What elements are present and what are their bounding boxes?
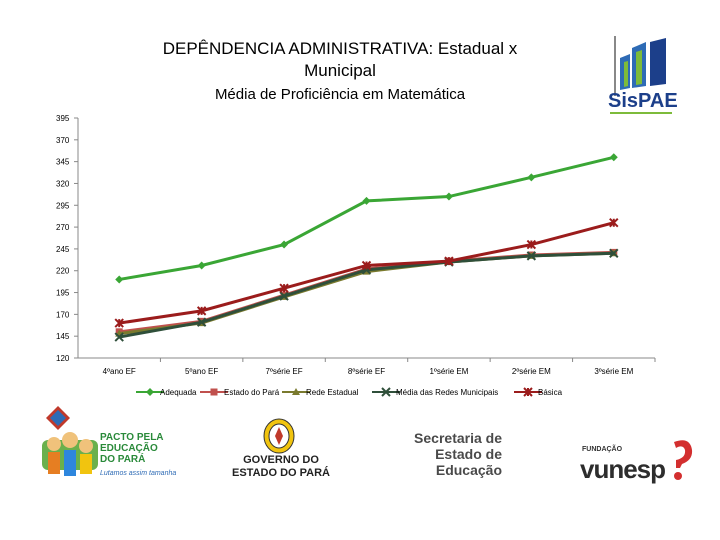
legend-adequada-label: Adequada [160, 388, 197, 397]
series-media-das-redes-municipais-point [279, 291, 289, 301]
sispae-wordmark: SisPAE [608, 90, 678, 112]
series-basica-point [279, 283, 289, 293]
legend-adequada-point [146, 388, 154, 396]
y-tick-label: 170 [56, 310, 70, 319]
chart-subtitle: Média de Proficiência em Matemática [214, 86, 466, 103]
series-media-das-redes-municipais-point [526, 251, 537, 261]
pacto-tagline: Lutamos assim tamanha [100, 470, 177, 477]
vunesp-wordmark: vunesp [580, 454, 666, 484]
x-tick-label: 2ºsérie EM [512, 367, 551, 376]
series-basica-point [114, 318, 124, 328]
series-media-das-redes-municipais-point [196, 317, 207, 327]
series-basica-point [526, 239, 537, 250]
series-adequada-point [115, 275, 124, 284]
y-tick-label: 270 [56, 223, 70, 232]
secretaria-line-2: Estado de [435, 446, 502, 462]
legend-estado-do-para-point [210, 388, 218, 396]
y-tick-label: 195 [56, 289, 70, 298]
x-tick-label: 4ºano EF [103, 367, 136, 376]
series-adequada-point [197, 261, 206, 270]
series-media-das-redes-municipais-point [609, 248, 619, 258]
secretaria-line-1: Secretaria de [414, 430, 502, 446]
series-adequada-point [444, 192, 453, 201]
legend-rede-estadual-point [292, 388, 300, 395]
y-tick-label: 145 [56, 332, 70, 341]
series-adequada-point [362, 196, 371, 205]
series-adequada-point [280, 240, 289, 249]
footer-logos: PACTO PELA EDUCAÇÃO DO PARÁ Lutamos assi… [0, 400, 720, 500]
legend-estado-do-para-label: Estado do Pará [224, 388, 280, 397]
x-tick-label: 5ºano EF [185, 367, 218, 376]
series-basica-point [609, 218, 619, 228]
x-tick-label: 8ºsérie EF [348, 367, 385, 376]
y-tick-label: 370 [56, 136, 70, 145]
y-tick-label: 345 [56, 158, 70, 167]
x-tick-label: 3ºsérie EM [594, 367, 633, 376]
pacto-line-1: PACTO PELA [100, 432, 164, 443]
chart-title: DEPÊNDENCIA ADMINISTRATIVA: Estadual x M… [162, 39, 518, 80]
series-adequada-point [527, 173, 536, 182]
governo-line-2: ESTADO DO PARÁ [232, 467, 330, 479]
legend-basica-label: Básica [538, 388, 563, 397]
series-media-das-redes-municipais-point [114, 332, 124, 342]
series-adequada-point [609, 153, 618, 162]
pacto-line-3: DO PARÁ [100, 454, 146, 465]
line-chart: 120 145 170 195 220 245 270 295 320 345 370 395 4ºan… [56, 114, 656, 397]
sispae-emblem-icon [614, 36, 666, 96]
legend-media-das-redes-municipais-label: Média das Redes Municipais [396, 388, 498, 397]
x-tick-label: 7ºsérie EF [265, 367, 302, 376]
y-tick-label: 245 [56, 245, 70, 254]
y-tick-label: 120 [56, 354, 70, 363]
legend-basica-point [523, 387, 533, 397]
pacto-line-2: EDUCAÇÃO [100, 443, 158, 454]
vunesp-mark-icon [674, 440, 693, 480]
sispae-underline [610, 112, 672, 114]
series-basica-point [444, 256, 454, 266]
series-adequada-line [118, 155, 615, 281]
legend-rede-estadual-label: Rede Estadual [306, 388, 359, 397]
x-tick-label: 1ºsérie EM [429, 367, 468, 376]
governo-coat-of-arms-icon [263, 418, 295, 454]
fundacao-label: FUNDAÇÃO [582, 446, 623, 453]
secretaria-line-3: Educação [435, 462, 502, 478]
y-tick-label: 320 [56, 179, 70, 188]
y-tick-label: 295 [56, 201, 70, 210]
series-basica-point [196, 306, 207, 316]
legend-media-das-redes-municipais-point [381, 387, 391, 397]
y-tick-label: 220 [56, 267, 70, 276]
governo-line-1: GOVERNO DO [243, 454, 319, 466]
sispae-logo: SisPAE [606, 36, 686, 120]
pacto-children-icon [42, 406, 98, 476]
series-basica-point [361, 260, 372, 271]
y-tick-label: 395 [56, 114, 70, 123]
